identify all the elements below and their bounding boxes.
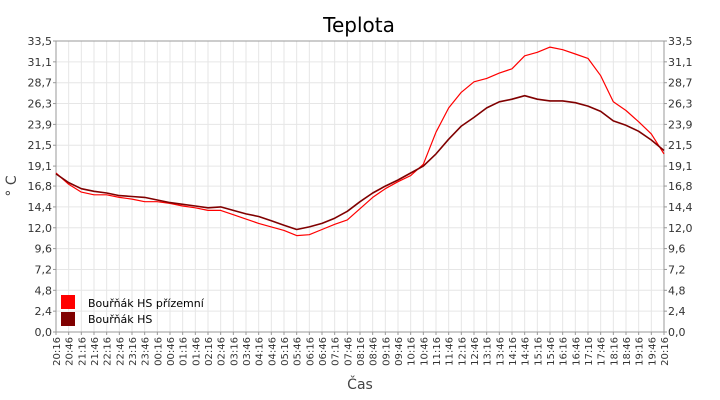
x-tick-label: 07:16: [331, 337, 342, 366]
y-tick-label: 21,5: [668, 139, 693, 152]
y-tick-label: 16,8: [28, 180, 53, 193]
series-lines: [55, 46, 665, 237]
y-tick-label: 9,6: [668, 243, 686, 256]
y-tick-label: 19,1: [668, 160, 693, 173]
x-tick-label: 00:16: [153, 337, 164, 366]
x-tick-label: 20:16: [52, 337, 63, 366]
x-tick-label: 17:46: [597, 337, 608, 366]
legend-swatch-0: [61, 295, 75, 309]
x-tick-label: 21:16: [77, 337, 88, 366]
y-tick-label: 2,4: [668, 305, 686, 318]
y-tick-label: 12,0: [668, 222, 693, 235]
y-tick-label: 0,0: [668, 326, 686, 339]
y-tick-label: 12,0: [28, 222, 53, 235]
y-tick-label: 26,3: [28, 98, 53, 111]
y-tick-label: 21,5: [28, 139, 53, 152]
x-tick-label: 22:16: [103, 337, 114, 366]
x-axis: 20:16 20:46 21:16 21:46 22:16 22:46 23:16 23:46…: [52, 332, 671, 366]
y-tick-label: 33,5: [28, 35, 53, 48]
y-tick-label: 0,0: [35, 326, 53, 339]
x-tick-label: 20:16: [660, 337, 671, 366]
chart-title: Teplota: [322, 13, 395, 37]
x-tick-label: 01:16: [179, 337, 190, 366]
x-tick-label: 21:46: [90, 337, 101, 366]
y-tick-label: 9,6: [35, 243, 53, 256]
x-tick-label: 08:46: [369, 337, 380, 366]
x-tick-label: 12:46: [470, 337, 481, 366]
y-tick-label: 14,4: [668, 201, 693, 214]
x-tick-label: 06:16: [305, 337, 316, 366]
x-tick-label: 12:16: [457, 337, 468, 366]
y-axis-left: 0,0 2,4 4,8 7,2 9,6 12,0 14,4 16,8 19,1 21,5 23,9 2…: [28, 35, 56, 339]
x-tick-label: 00:46: [166, 337, 177, 366]
x-tick-label: 03:16: [229, 337, 240, 366]
series-line-1: [55, 94, 665, 231]
y-tick-label: 31,1: [668, 56, 693, 69]
legend: Bouřňák HS přízemní Bouřňák HS: [61, 295, 205, 326]
series-line-0: [55, 46, 665, 237]
y-tick-label: 16,8: [668, 180, 693, 193]
x-tick-label: 09:16: [381, 337, 392, 366]
y-tick-label: 7,2: [35, 263, 53, 276]
x-tick-label: 03:46: [242, 337, 253, 366]
x-tick-label: 13:46: [495, 337, 506, 366]
x-tick-label: 15:46: [546, 337, 557, 366]
x-tick-label: 18:16: [609, 337, 620, 366]
x-tick-label: 23:46: [141, 337, 152, 366]
y-axis-label: ° C: [4, 175, 20, 196]
grid: [55, 40, 665, 333]
y-tick-label: 33,5: [668, 35, 693, 48]
y-tick-label: 28,7: [28, 77, 53, 90]
x-tick-label: 16:16: [559, 337, 570, 366]
x-tick-label: 13:16: [483, 337, 494, 366]
y-tick-label: 14,4: [28, 201, 53, 214]
x-tick-label: 11:46: [445, 337, 456, 366]
x-tick-label: 08:16: [356, 337, 367, 366]
x-tick-label: 05:16: [280, 337, 291, 366]
x-tick-label: 02:16: [204, 337, 215, 366]
y-axis-right: 0,0 2,4 4,8 7,2 9,6 12,0 14,4 16,8 19,1 21,5 23,9 2…: [664, 35, 693, 339]
x-tick-label: 04:16: [255, 337, 266, 366]
x-tick-label: 14:46: [521, 337, 532, 366]
x-tick-label: 06:46: [318, 337, 329, 366]
legend-swatch-1: [61, 312, 75, 326]
x-tick-label: 16:46: [571, 337, 582, 366]
x-tick-label: 20:46: [65, 337, 76, 366]
x-tick-label: 11:16: [432, 337, 443, 366]
x-axis-label: Čas: [347, 375, 373, 393]
x-tick-label: 17:16: [584, 337, 595, 366]
x-tick-label: 19:46: [647, 337, 658, 366]
y-tick-label: 23,9: [28, 118, 53, 131]
y-tick-label: 26,3: [668, 98, 693, 111]
x-tick-label: 15:16: [533, 337, 544, 366]
y-tick-label: 19,1: [28, 160, 53, 173]
x-tick-label: 09:46: [394, 337, 405, 366]
x-tick-label: 07:46: [343, 337, 354, 366]
x-tick-label: 10:46: [419, 337, 430, 366]
y-tick-label: 28,7: [668, 77, 693, 90]
x-tick-label: 05:46: [293, 337, 304, 366]
x-tick-label: 23:16: [128, 337, 139, 366]
y-tick-label: 4,8: [668, 284, 686, 297]
x-tick-label: 01:46: [191, 337, 202, 366]
y-tick-label: 4,8: [35, 284, 53, 297]
x-tick-label: 22:46: [115, 337, 126, 366]
y-tick-label: 23,9: [668, 118, 693, 131]
y-tick-label: 7,2: [668, 263, 686, 276]
x-tick-label: 19:16: [635, 337, 646, 366]
x-tick-label: 04:46: [267, 337, 278, 366]
x-tick-label: 02:46: [217, 337, 228, 366]
y-tick-label: 2,4: [35, 305, 53, 318]
legend-label-0: Bouřňák HS přízemní: [88, 297, 205, 310]
x-tick-label: 10:16: [407, 337, 418, 366]
x-tick-label: 18:46: [622, 337, 633, 366]
legend-label-1: Bouřňák HS: [88, 313, 152, 326]
x-tick-label: 14:16: [508, 337, 519, 366]
y-tick-label: 31,1: [28, 56, 53, 69]
